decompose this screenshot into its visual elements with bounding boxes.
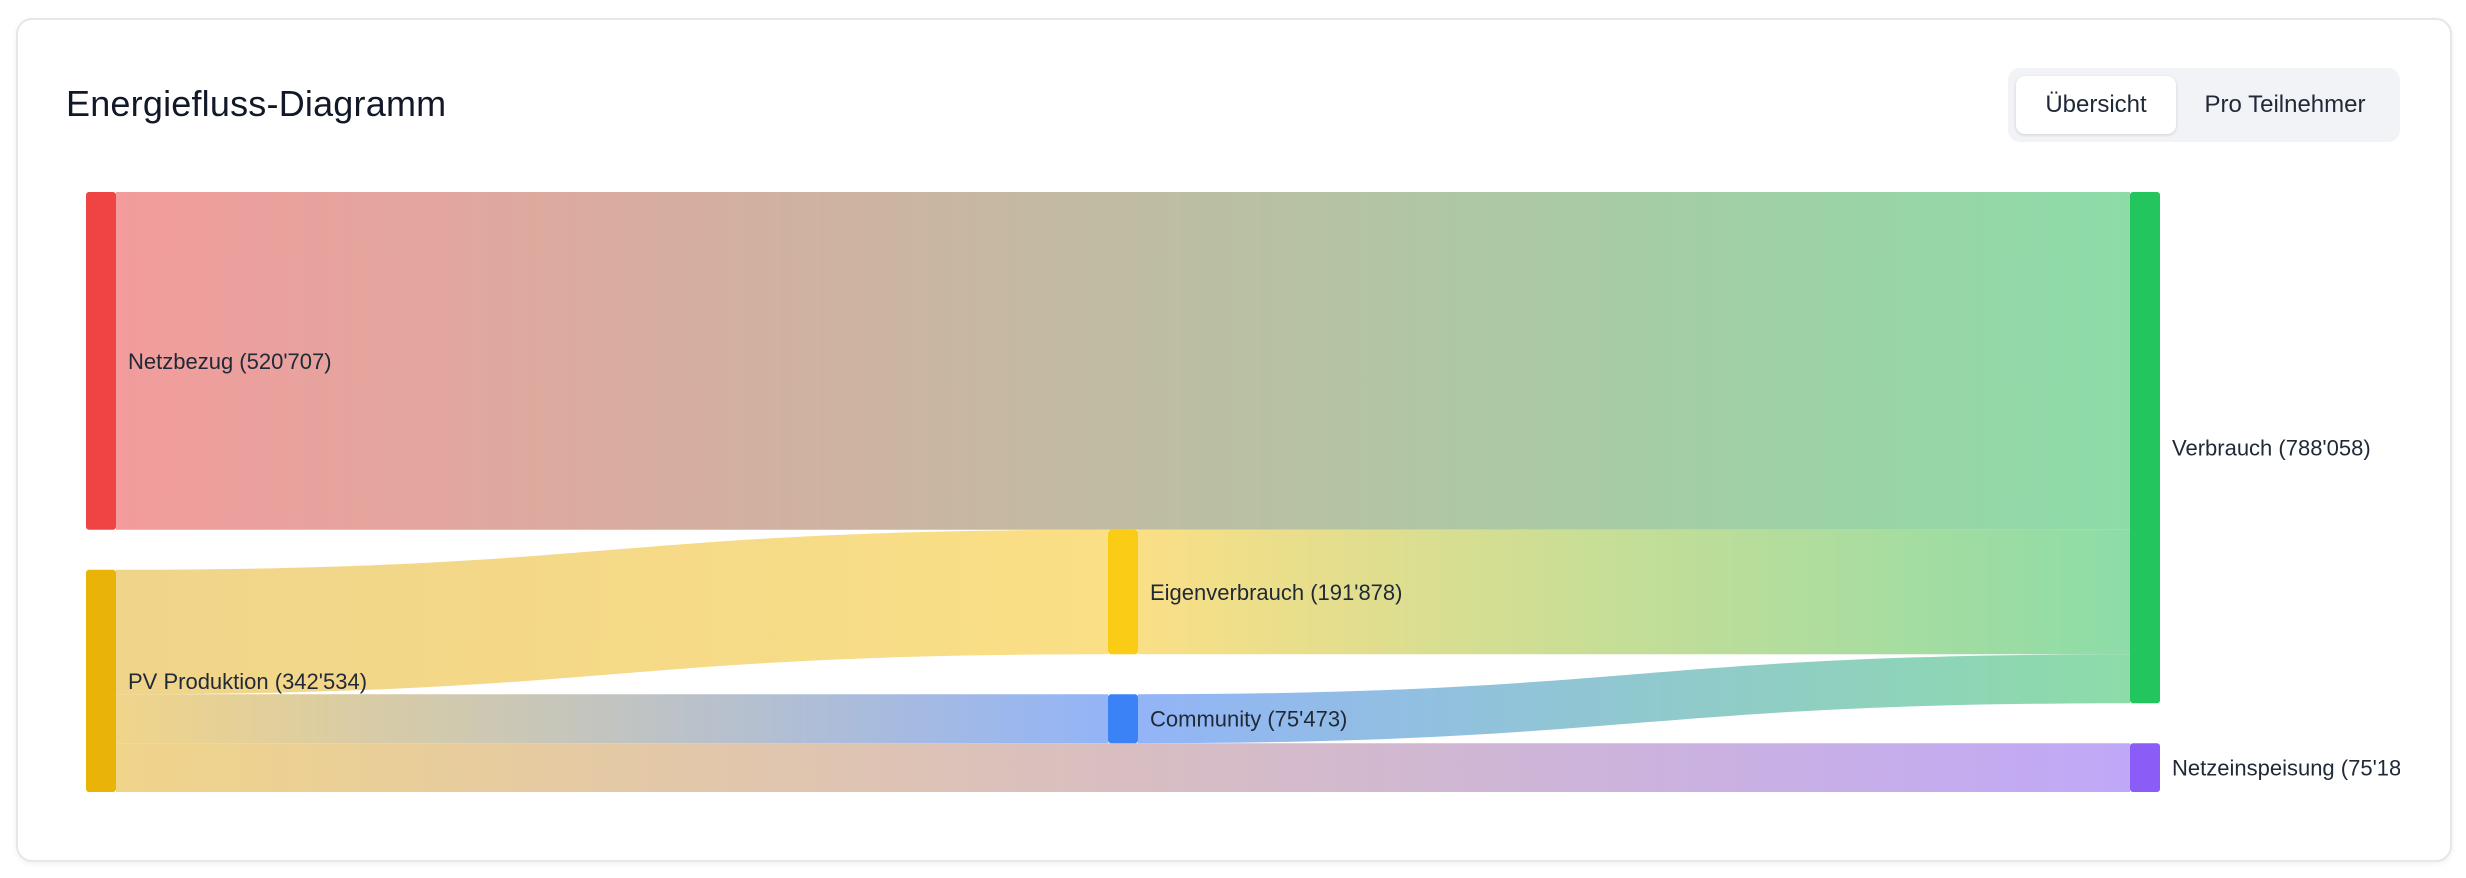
node-pv [86,569,116,792]
link-pv-to-netzeinspeisung [116,743,2130,792]
node-label-verbrauch: Verbrauch (788'058) [2172,436,2371,461]
link-eigen-to-verbrauch [1138,529,2130,655]
node-eigen [1108,529,1138,655]
node-netzbezug [86,192,116,530]
view-toggle: Übersicht Pro Teilnehmer [2008,68,2400,142]
node-label-netzbezug: Netzbezug (520'707) [128,349,332,374]
toggle-per-participant-button[interactable]: Pro Teilnehmer [2204,91,2366,118]
node-verbrauch [2130,192,2160,704]
node-label-pv: PV Produktion (342'534) [128,669,367,694]
node-label-netzeinspeisung: Netzeinspeisung (75'183) [2172,756,2421,781]
node-label-eigen: Eigenverbrauch (191'878) [1150,580,1402,605]
sankey-labels: Netzbezug (520'707) PV Produktion (342'53… [128,349,2421,781]
link-pv-to-community [116,694,1108,744]
node-netzeinspeisung [2130,743,2160,792]
link-netzbezug-to-verbrauch [116,192,2130,530]
sankey-links [116,192,2130,792]
page-title: Energiefluss-Diagramm [66,83,447,124]
node-label-community: Community (75'473) [1150,707,1347,732]
link-community-to-verbrauch [1138,654,2130,744]
link-pv-to-eigen [116,529,1108,695]
node-community [1108,694,1138,744]
sankey-nodes [86,192,2160,792]
toggle-overview-button[interactable]: Übersicht [2016,76,2176,134]
